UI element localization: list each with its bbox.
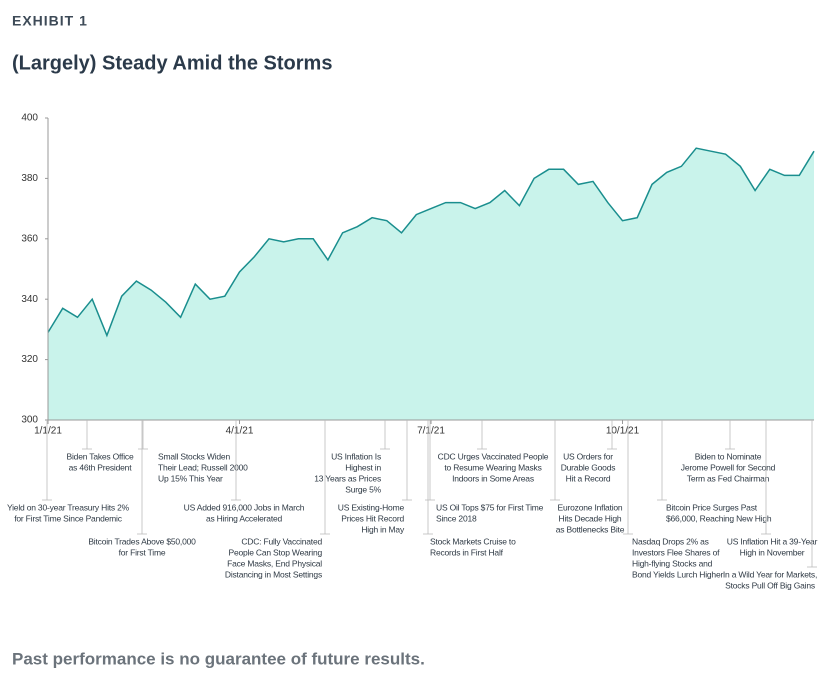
annotation: In a Wild Year for Markets,: [723, 569, 817, 579]
annotation: Records in First Half: [430, 547, 504, 557]
annotation: People Can Stop Wearing: [228, 547, 322, 557]
annotation: US Added 916,000 Jobs in March: [184, 502, 305, 512]
annotation: CDC: Fully Vaccinated: [241, 536, 322, 546]
annotation: Up 15% This Year: [158, 473, 223, 483]
annotation: Small Stocks Widen: [158, 451, 230, 461]
area: [48, 148, 814, 420]
x-tick-label: 1/1/21: [34, 426, 62, 437]
x-tick-label: 7/1/21: [417, 426, 445, 437]
annotation: US Oil Tops $75 for First Time: [436, 502, 544, 512]
annotation: as 46th President: [69, 462, 133, 472]
annotation: Since 2018: [436, 513, 477, 523]
annotation: as Bottlenecks Bite: [556, 524, 625, 534]
annotation: Bond Yields Lurch Higher: [632, 569, 723, 579]
annotation: as Hiring Accelerated: [206, 513, 283, 523]
annotation: Eurozone Inflation: [558, 502, 623, 512]
annotation: Durable Goods: [561, 462, 616, 472]
annotation: Stocks Pull Off Big Gains: [725, 580, 815, 590]
y-tick-label: 360: [21, 233, 38, 244]
annotation: Bitcoin Trades Above $50,000: [88, 536, 196, 546]
annotation: Stock Markets Cruise to: [430, 536, 516, 546]
x-tick-label: 10/1/21: [606, 426, 640, 437]
annotation: Biden Takes Office: [67, 451, 134, 461]
y-tick-label: 380: [21, 173, 38, 184]
annotation: Biden to Nominate: [695, 451, 762, 461]
annotation: US Orders for: [563, 451, 613, 461]
annotation: Surge 5%: [345, 484, 381, 494]
annotation: Hits Decade High: [559, 513, 622, 523]
annotation: Nasdaq Drops 2% as: [632, 536, 709, 546]
annotation: High in November: [740, 547, 805, 557]
annotation: Their Lead; Russell 2000: [158, 462, 248, 472]
annotation: Bitcoin Price Surges Past: [666, 502, 758, 512]
annotation: US Inflation Is: [331, 451, 381, 461]
y-tick-label: 400: [21, 113, 38, 124]
annotation: Highest in: [345, 462, 381, 472]
annotation: CDC Urges Vaccinated People: [438, 451, 549, 461]
annotation: Prices Hit Record: [341, 513, 404, 523]
y-tick-label: 300: [21, 415, 38, 426]
annotation: US Inflation Hit a 39-Year: [727, 536, 818, 546]
annotation: for First Time Since Pandemic: [14, 513, 123, 523]
annotation: Hit a Record: [566, 473, 611, 483]
footnote: Past performance is no guarantee of futu…: [12, 649, 425, 668]
annotation: $66,000, Reaching New High: [666, 513, 772, 523]
annotation: to Resume Wearing Masks: [444, 462, 541, 472]
annotation: High-flying Stocks and: [632, 558, 713, 568]
y-tick-label: 340: [21, 294, 38, 305]
annotation: Distancing in Most Settings: [225, 569, 322, 579]
annotation: High in May: [361, 524, 405, 534]
chart-title: (Largely) Steady Amid the Storms: [12, 52, 332, 74]
annotation: US Existing-Home: [338, 502, 405, 512]
annotation: Investors Flee Shares of: [632, 547, 720, 557]
annotation: Indoors in Some Areas: [452, 473, 534, 483]
annotation: 13 Years as Prices: [314, 473, 381, 483]
annotation: for First Time: [119, 547, 166, 557]
line: [47, 147, 815, 338]
y-tick-label: 320: [21, 354, 38, 365]
x-tick-label: 4/1/21: [226, 426, 254, 437]
exhibit-label: EXHIBIT 1: [12, 13, 88, 29]
annotation: Face Masks, End Physical: [227, 558, 322, 568]
annotation: Jerome Powell for Second: [681, 462, 776, 472]
annotation: Term as Fed Chairman: [687, 473, 770, 483]
annotation: Yield on 30-year Treasury Hits 2%: [7, 502, 130, 512]
